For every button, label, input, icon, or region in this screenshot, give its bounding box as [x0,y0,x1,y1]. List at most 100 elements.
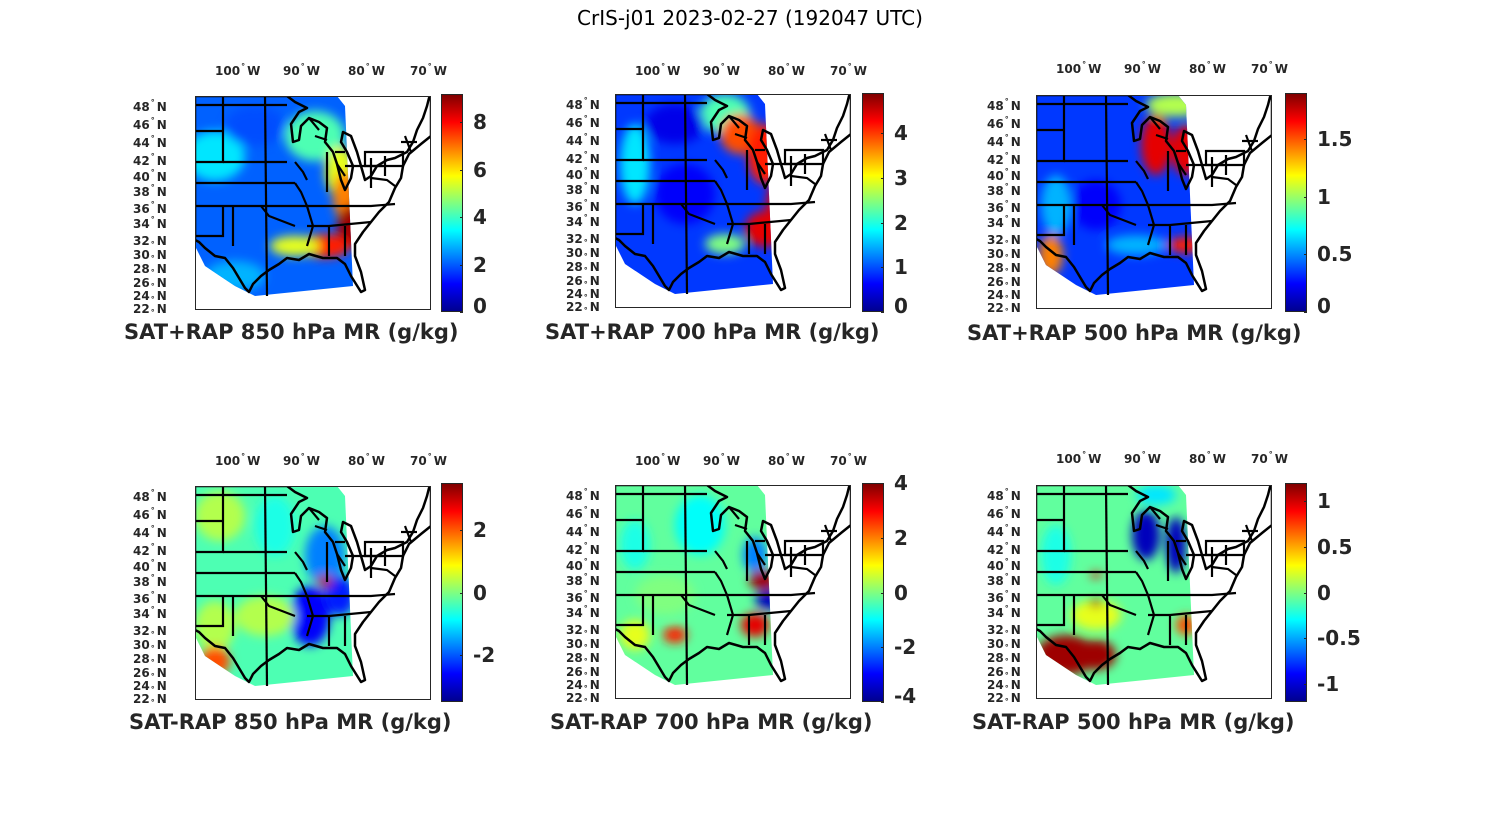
degree-symbol: ° [150,200,155,209]
lat-tick-label: 36° N [987,589,1021,606]
degree-symbol: ° [365,452,370,461]
degree-symbol: ° [1004,97,1009,106]
lat-tick-label: 40° N [566,557,600,574]
axes-frame [615,485,851,699]
lon-suffix: W [371,64,385,78]
lat-suffix: N [589,287,600,301]
degree-symbol: ° [583,150,588,159]
state-boundary [260,595,296,618]
degree-symbol: ° [1004,697,1009,706]
state-boundary [734,523,748,531]
lat-value: 42 [987,153,1004,167]
colorbar-tick-label: 1.5 [1317,127,1353,152]
degree-symbol: ° [1004,523,1009,532]
degree-symbol: ° [583,671,588,680]
degree-symbol: ° [661,62,666,71]
state-boundary [615,595,645,627]
degree-symbol: ° [1004,239,1009,248]
lat-value: 48 [987,99,1004,113]
degree-symbol: ° [583,114,588,123]
state-boundary [294,572,309,597]
lat-suffix: N [589,183,600,197]
lat-tick-label: 36° N [133,200,167,217]
lat-tick-label: 28° N [566,652,600,666]
state-boundary [1135,571,1150,596]
state-boundary [305,205,315,247]
lat-value: 34 [133,217,150,231]
state-boundary [748,609,792,617]
lat-suffix: N [156,560,167,574]
lat-tick-label: 32° N [566,624,600,638]
lat-value: 44 [987,135,1004,149]
lat-tick-label: 32° N [987,234,1021,248]
lat-tick-label: 30° N [566,638,600,652]
lat-tick-label: 36° N [566,198,600,215]
lat-value: 30 [987,637,1004,651]
map-plot [615,94,851,308]
lat-value: 28 [566,651,583,665]
field-blob [1090,599,1102,607]
field-blob [747,124,773,184]
axes-frame [1036,485,1272,699]
degree-symbol: ° [427,452,432,461]
lat-tick-label: 36° N [987,199,1021,216]
lon-tick-label: 80° W [768,452,805,468]
degree-symbol: ° [1004,589,1009,598]
colorbar-tick-mark [460,264,463,266]
lon-suffix: W [1212,62,1226,76]
lat-tick-label: 28° N [133,263,167,277]
degree-symbol: ° [1004,199,1009,208]
lat-tick-label: 32° N [987,624,1021,638]
lat-value: 46 [133,118,150,132]
coastline [195,486,431,684]
lon-tick-label: 70° W [830,62,867,78]
lon-suffix: W [247,64,261,78]
lat-tick-label: 48° N [133,98,167,115]
state-boundary [1104,95,1110,296]
degree-symbol: ° [1004,151,1009,160]
lat-value: 22 [566,691,583,705]
state-boundary [308,117,320,131]
lon-suffix: W [247,454,261,468]
lat-value: 32 [987,233,1004,247]
state-boundary [1244,524,1254,542]
lat-suffix: N [156,679,167,693]
panel-title: SAT-RAP 850 hPa MR (g/kg) [129,710,452,734]
state-boundary [1101,594,1137,617]
state-boundary [263,96,269,297]
state-boundary [305,595,315,637]
lat-value: 42 [987,543,1004,557]
map-svg [1036,95,1272,309]
lat-value: 36 [566,200,583,214]
lat-suffix: N [589,651,600,665]
panel-title: SAT+RAP 500 hPa MR (g/kg) [967,321,1302,345]
lat-value: 26 [566,665,583,679]
colorbar-tick-label: -0.5 [1317,626,1361,651]
lon-value: 80 [768,64,785,78]
lat-suffix: N [589,215,600,229]
field-blob [195,491,245,541]
colorbar-tick-label: 2 [473,252,487,277]
state-boundary [1036,595,1066,627]
degree-symbol: ° [300,62,305,71]
lat-value: 32 [566,623,583,637]
lat-tick-label: 22° N [987,302,1021,316]
lat-tick-label: 24° N [566,288,600,302]
lat-value: 36 [566,591,583,605]
lat-tick-label: 24° N [987,679,1021,693]
lat-suffix: N [589,637,600,651]
degree-symbol: ° [150,254,155,263]
lat-suffix: N [156,638,167,652]
degree-symbol: ° [150,506,155,515]
lon-suffix: W [433,64,447,78]
state-boundary [1204,539,1246,557]
degree-symbol: ° [583,684,588,693]
colorbar-tick-mark [460,312,463,313]
state-boundary [748,218,792,226]
state-boundary [195,596,225,628]
degree-symbol: ° [150,134,155,143]
colorbar-tick-label: 0 [473,580,487,605]
lat-tick-label: 34° N [987,214,1021,231]
lat-value: 26 [987,275,1004,289]
degree-symbol: ° [1004,671,1009,680]
